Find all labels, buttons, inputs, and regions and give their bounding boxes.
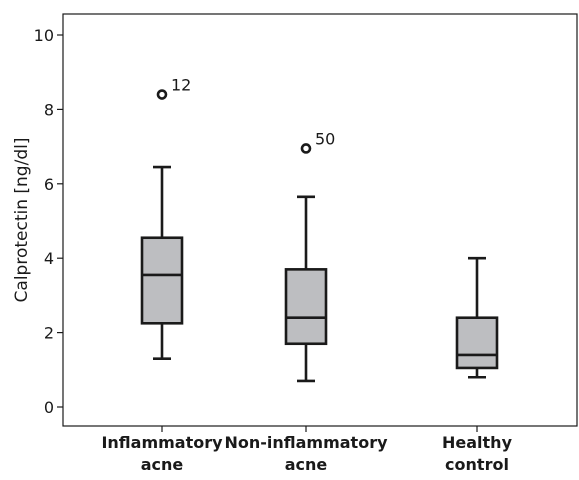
category-label: Non-inflammatory — [224, 433, 388, 452]
y-axis-label: Calprotectin [ng/dl] — [12, 138, 32, 303]
category-label: Healthy — [442, 433, 513, 452]
y-tick-label: 10 — [34, 26, 54, 45]
plot-frame — [62, 13, 578, 427]
category-label: acne — [141, 455, 184, 474]
category-label: Inflammatory — [101, 433, 223, 452]
outlier-label: 12 — [171, 76, 191, 95]
y-tick-label: 4 — [44, 249, 54, 268]
box — [284, 268, 328, 346]
category-label: acne — [285, 455, 328, 474]
y-tick-label: 8 — [44, 100, 54, 119]
outlier-point — [156, 89, 168, 100]
box — [140, 236, 184, 325]
y-tick-label: 6 — [44, 175, 54, 194]
plot-area: 0 2 4 6 8 10 Calprotectin [ng/dl] Inflammatory a… — [12, 13, 578, 474]
category-label: control — [445, 455, 509, 474]
box — [455, 316, 499, 370]
outlier-label: 50 — [315, 129, 335, 148]
y-tick-label: 0 — [44, 398, 54, 417]
y-tick-label: 2 — [44, 324, 54, 343]
outlier-point — [300, 143, 312, 154]
